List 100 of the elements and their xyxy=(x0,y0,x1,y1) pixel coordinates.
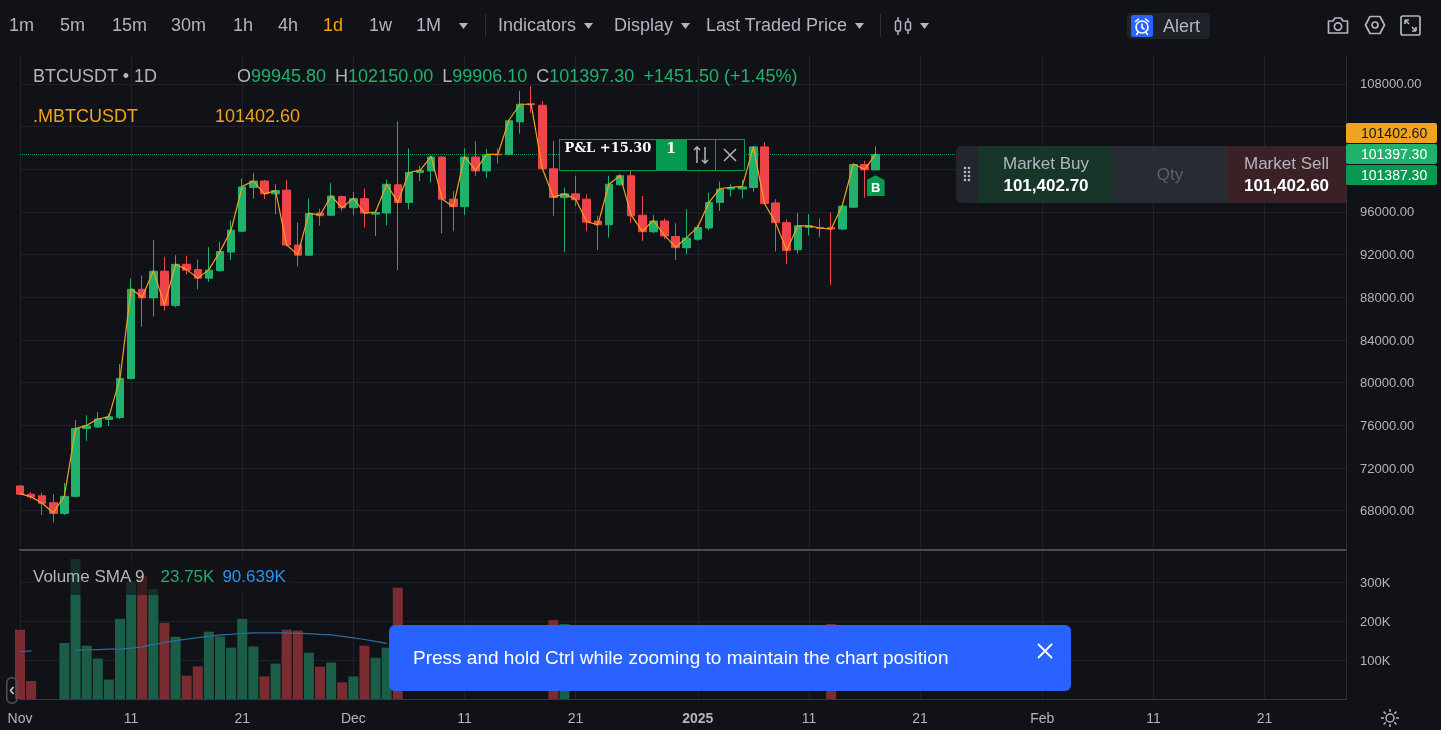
y-tick-label: 96000.00 xyxy=(1360,204,1415,220)
text: .MBTCUSDT xyxy=(33,105,139,127)
x-tick-label: 11 xyxy=(1146,710,1161,726)
text: Indicators xyxy=(498,14,577,37)
candlestick xyxy=(282,179,291,247)
candlestick xyxy=(682,208,691,255)
bar xyxy=(303,652,314,699)
text: 15m xyxy=(112,14,148,37)
y-tick-label: 100K xyxy=(1360,652,1391,668)
y-tick-label: 108000.00 xyxy=(1360,76,1422,92)
candlestick xyxy=(538,100,547,170)
candlestick xyxy=(405,148,413,210)
annotation: Qty xyxy=(1156,163,1184,186)
x-tick-label: Dec xyxy=(340,710,366,726)
y-tick-label: 200K xyxy=(1360,613,1391,629)
text: 30m xyxy=(171,14,207,37)
text: 1d xyxy=(323,14,344,37)
candlestick xyxy=(227,220,235,261)
x-tick-label: 11 xyxy=(457,710,472,726)
candlestick xyxy=(760,141,769,206)
candlestick xyxy=(116,363,124,420)
x-tick-label: 11 xyxy=(801,710,817,726)
ref-line-label: P&L +15.30 xyxy=(563,139,653,157)
x-tick-label: 21 xyxy=(234,710,251,726)
bar xyxy=(59,643,70,699)
notification-banner: Press and hold Ctrl while zooming to maintain the chart position xyxy=(389,625,1071,691)
candlestick xyxy=(371,209,380,237)
annotation: 1 xyxy=(656,139,686,170)
qty-field: Qty xyxy=(1113,146,1227,203)
text: Volume SMA 9 xyxy=(33,567,145,587)
text: Last Traded Price xyxy=(706,14,848,37)
text: 1w xyxy=(369,14,393,37)
annotation: Market Buy xyxy=(1003,152,1089,175)
candlestick xyxy=(560,186,569,253)
candlestick xyxy=(716,181,724,212)
bar xyxy=(270,663,281,699)
y-tick-label: 92000.00 xyxy=(1360,247,1415,263)
x-tick-label: 21 xyxy=(1256,710,1273,726)
text: 1M xyxy=(416,14,442,37)
annotation: 101,402.70 xyxy=(1003,174,1089,197)
y-tick-label: 72000.00 xyxy=(1360,460,1415,476)
candlestick xyxy=(71,419,80,498)
annotation: 23.75K xyxy=(160,567,215,587)
y-tick-label: 76000.00 xyxy=(1360,417,1415,433)
text: BTCUSDT • 1D xyxy=(33,65,158,87)
candlestick xyxy=(527,85,535,114)
candlestick xyxy=(82,414,91,442)
candlestick xyxy=(94,411,102,429)
candlestick xyxy=(127,278,135,380)
annotation: O99945.80 xyxy=(237,65,327,87)
candlestick xyxy=(638,195,647,242)
text: 101402.60 xyxy=(1346,122,1437,143)
candlestick xyxy=(360,188,369,228)
bar xyxy=(259,676,270,699)
candlestick xyxy=(627,170,635,224)
candlestick xyxy=(38,492,46,516)
text: 101397.30 xyxy=(1346,143,1437,164)
candlestick xyxy=(216,241,224,273)
alert-button: Alert xyxy=(1127,13,1210,39)
candlestick xyxy=(205,246,213,283)
sell-button: Market Sell 101,402.60 xyxy=(1227,146,1346,203)
buy-button: Market Buy 101,402.70 xyxy=(979,146,1113,203)
annotation: C101397.30 xyxy=(536,65,635,87)
candlestick xyxy=(305,198,313,257)
annotation: +1451.50 (+1.45%) xyxy=(643,65,798,87)
candlestick xyxy=(16,485,24,495)
x-tick-label: 21 xyxy=(912,710,929,726)
bar xyxy=(315,666,326,699)
x-tick-label: 2025 xyxy=(682,710,714,726)
x-tick-label: 11 xyxy=(123,710,139,726)
candlestick xyxy=(849,162,858,209)
candlestick xyxy=(516,90,524,135)
annotation: 101402.60 xyxy=(215,105,301,127)
candlestick xyxy=(327,182,335,217)
candlestick xyxy=(238,177,246,233)
annotation: 90.639K xyxy=(222,567,286,587)
text: Display xyxy=(614,14,674,37)
x-tick-label: Nov xyxy=(7,710,33,726)
candlestick xyxy=(871,145,880,171)
x-tick-label: 21 xyxy=(567,710,584,726)
y-tick-label: 88000.00 xyxy=(1360,289,1415,305)
candlestick xyxy=(105,413,113,427)
candlestick xyxy=(394,120,402,271)
candlestick xyxy=(705,192,713,231)
candlestick xyxy=(438,155,446,234)
annotation: L99906.10 xyxy=(442,65,528,87)
y-tick-label: 300K xyxy=(1360,574,1391,590)
text: 4h xyxy=(278,14,299,37)
bar xyxy=(359,645,370,699)
annotation: B xyxy=(866,175,885,197)
bar xyxy=(348,676,359,699)
candlestick xyxy=(794,212,802,255)
annotation: Press and hold Ctrl while zooming to maintain the chart position xyxy=(413,646,949,670)
candlestick xyxy=(827,212,835,286)
text: 101387.30 xyxy=(1346,164,1437,185)
annotation: Market Sell xyxy=(1243,152,1330,175)
candlestick xyxy=(549,140,558,217)
bar xyxy=(148,588,159,699)
candlestick xyxy=(727,183,735,198)
y-tick-label: 68000.00 xyxy=(1360,503,1415,519)
